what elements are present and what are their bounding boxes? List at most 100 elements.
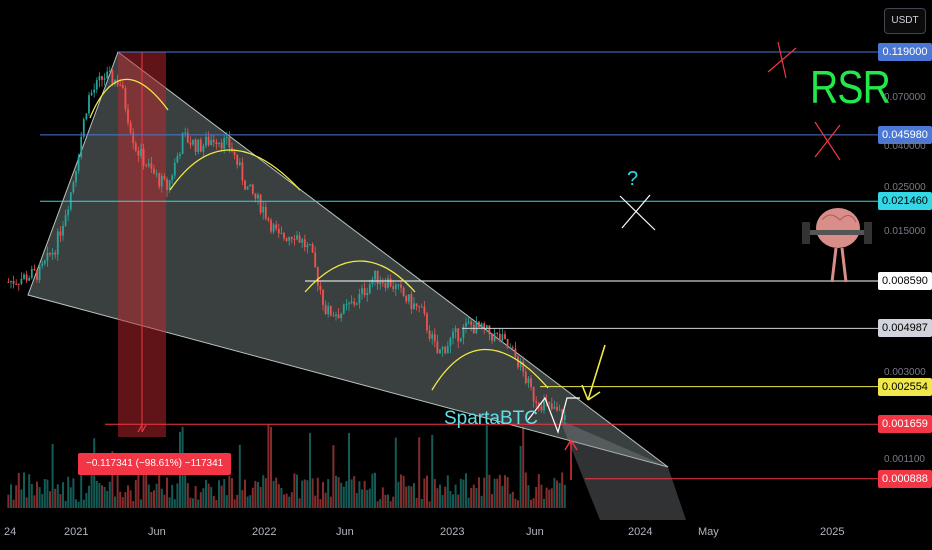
red-cross-2 (814, 121, 841, 161)
volume-bar (358, 481, 361, 508)
volume-bar (303, 479, 306, 508)
volume-bar (150, 491, 153, 508)
candle-body (342, 304, 345, 314)
candle-body (210, 139, 213, 145)
author-label: SpartaBTC (444, 408, 538, 429)
candle-body (470, 321, 473, 325)
volume-bar (504, 475, 506, 508)
volume-bar (17, 472, 20, 508)
volume-bar (54, 488, 57, 508)
red-arrow (564, 439, 578, 480)
candle-body (413, 303, 415, 310)
candle-body (171, 175, 174, 181)
candle-body (103, 78, 106, 80)
question-mark: ? (627, 168, 639, 190)
volume-bar (431, 434, 434, 508)
volume-bar (545, 487, 548, 508)
volume-bar (15, 485, 18, 508)
candle-body (522, 361, 525, 372)
candle-body (485, 325, 488, 329)
volume-bar (106, 490, 109, 508)
candle-body (272, 224, 275, 232)
arc-1 (89, 78, 169, 119)
volume-bar (329, 496, 332, 508)
y-tick-label: 0.040000 (884, 140, 926, 152)
volume-bar (43, 479, 46, 508)
price-tag: 0.008590 (878, 271, 932, 290)
candle-body (504, 334, 506, 339)
volume-bar (376, 501, 379, 508)
candle-body (452, 331, 454, 339)
candle-body (436, 341, 439, 354)
currency-button[interactable]: USDT (884, 8, 926, 34)
volume-bar (192, 498, 194, 508)
volume-bar (496, 478, 499, 508)
volume-bar (264, 478, 267, 508)
volume-bar (537, 474, 540, 508)
x-tick-label: 2023 (440, 526, 465, 538)
volume-bar (381, 487, 384, 508)
volume-bar (197, 499, 200, 508)
volume-bar (7, 494, 10, 508)
candle-body (514, 348, 517, 357)
volume-bar (472, 484, 475, 508)
volume-bar (116, 474, 119, 508)
volume-bar (410, 486, 413, 508)
volume-bar (10, 484, 12, 508)
volume-bar (12, 499, 15, 508)
candle-body (127, 108, 129, 123)
candle-body (67, 209, 70, 216)
volume-bar (223, 479, 226, 508)
volume-bar (142, 473, 145, 508)
candle-body (12, 281, 15, 284)
volume-bar (501, 485, 504, 508)
candle-body (129, 122, 132, 133)
volume-bar (384, 494, 387, 508)
volume-bar (524, 472, 527, 508)
candle-body (23, 274, 25, 279)
candle-body (160, 175, 163, 187)
volume-bar (103, 486, 106, 508)
volume-bar (444, 486, 447, 508)
volume-bar (392, 496, 395, 508)
candle-body (465, 322, 467, 327)
price-tag: 0.002554 (878, 377, 932, 396)
volume-bar (132, 501, 135, 508)
volume-bar (298, 498, 301, 508)
candle-body (62, 225, 64, 236)
candle-body (283, 233, 285, 239)
volume-bar (238, 444, 241, 508)
candle-body (322, 289, 324, 305)
volume-bar (267, 424, 270, 508)
candle-body (478, 321, 480, 328)
volume-bar (90, 475, 93, 508)
candle-body (77, 157, 80, 171)
candle-body (405, 296, 408, 302)
volume-bar (23, 472, 25, 508)
volume-bar (199, 492, 202, 508)
volume-bar (67, 476, 70, 508)
candle-body (166, 179, 168, 190)
volume-bar (332, 445, 335, 508)
volume-bar (147, 484, 150, 508)
volume-bar (101, 485, 103, 508)
volume-bar (134, 480, 137, 508)
candle-body (17, 283, 20, 285)
volume-bar (433, 478, 436, 508)
price-tag: 0.001659 (878, 415, 932, 434)
volume-bar (506, 477, 509, 508)
volume-bar (405, 486, 408, 508)
volume-bar (535, 487, 538, 508)
channel-fill (27, 51, 669, 468)
candle-body (329, 306, 332, 316)
volume-bar (426, 475, 428, 508)
volume-bar (467, 497, 470, 508)
candle-body (173, 162, 176, 176)
arc-4 (431, 348, 549, 391)
volume-bar (236, 494, 239, 508)
candle-body (228, 137, 231, 148)
volume-bar (439, 484, 441, 508)
candle-body (524, 371, 527, 384)
volume-bar (241, 490, 244, 508)
volume-bar (233, 499, 236, 508)
